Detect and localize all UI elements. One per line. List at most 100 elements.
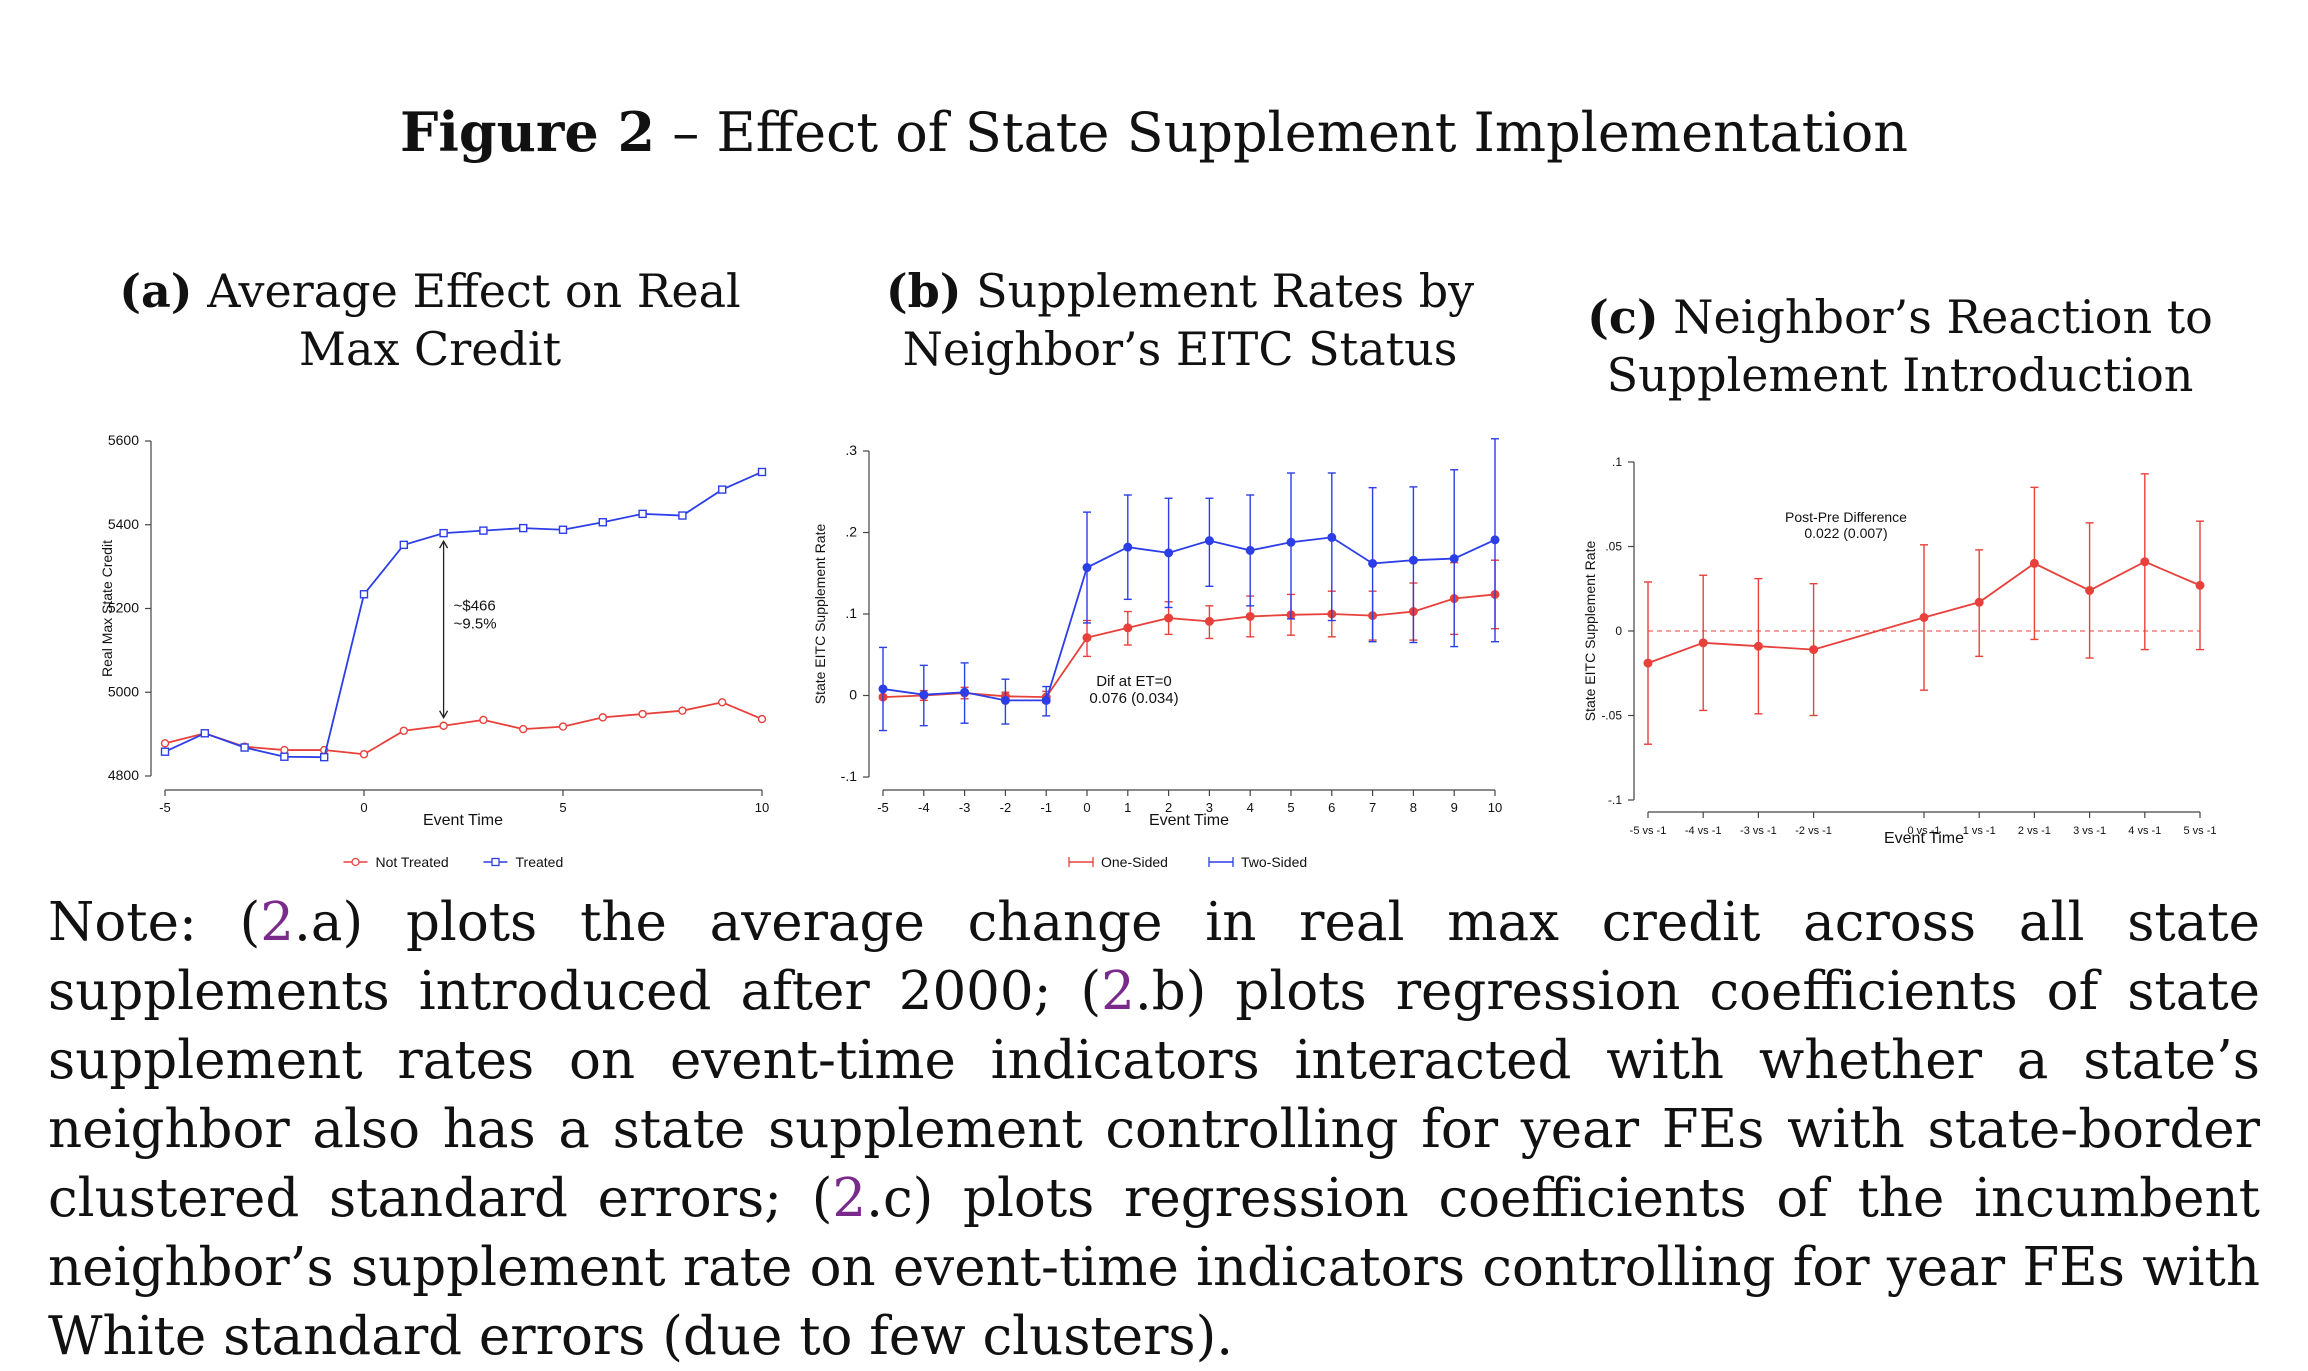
x-tick-label: 5 — [1287, 800, 1294, 815]
data-point — [1919, 612, 1929, 622]
data-point — [160, 747, 170, 756]
data-point — [1809, 645, 1819, 655]
data-point — [280, 752, 289, 761]
annotation-postpre-value: 0.022 (0.007) — [1804, 525, 1887, 541]
figure-title-text: – Effect of State Supplement Implementat… — [655, 101, 1908, 164]
data-point — [1123, 623, 1133, 633]
panel-a-title-text: Average Effect on Real Max Credit — [192, 264, 741, 376]
data-point — [399, 540, 408, 550]
data-point — [1286, 537, 1296, 547]
figure-title: Figure 2 – Effect of State Supplement Im… — [0, 100, 2308, 164]
data-point — [1245, 545, 1255, 555]
x-tick-label: 0 — [1083, 800, 1090, 815]
x-tick-label: 1 vs -1 — [1963, 825, 1996, 837]
y-axis-label: Real Max State Credit — [99, 540, 115, 677]
x-tick-label: 4 vs -1 — [2128, 825, 2161, 837]
legend-label: Two-Sided — [1241, 854, 1307, 870]
data-point — [718, 485, 727, 494]
data-point — [678, 706, 687, 715]
y-tick-label: .1 — [1612, 455, 1622, 469]
data-point — [718, 698, 727, 707]
y-tick-label: 4800 — [108, 767, 139, 783]
series-line-two-sided — [882, 536, 1496, 702]
y-tick-label: 0 — [1615, 624, 1622, 638]
series-line-treated — [164, 471, 763, 759]
x-tick-label: -3 — [959, 800, 971, 815]
series-line-not-treated — [164, 701, 763, 756]
x-tick-label: -2 — [1000, 800, 1012, 815]
note-text-c: .c) plots regression coefficients of the… — [48, 1168, 2260, 1367]
x-tick-label: -5 — [877, 800, 889, 815]
series-line-estimate — [1647, 560, 2201, 664]
x-tick-label: 0 — [360, 800, 367, 815]
x-tick-label: 5 — [559, 800, 566, 815]
panel-c-title: (c) Neighbor’s Reaction to Supplement In… — [1580, 288, 2220, 404]
data-point — [1245, 611, 1255, 621]
figure-note: Note: (2.a) plots the average change in … — [48, 888, 2260, 1371]
x-axis-label: Event Time — [1884, 830, 1964, 847]
data-point — [439, 721, 448, 730]
data-point — [1123, 542, 1133, 552]
y-tick-label: .05 — [1605, 540, 1622, 554]
data-point — [638, 709, 647, 719]
legend-marker — [491, 857, 500, 867]
data-point — [1082, 563, 1092, 573]
y-tick-label: 5600 — [108, 432, 139, 448]
data-point — [598, 713, 607, 722]
y-tick-label: 5200 — [108, 600, 139, 616]
data-point — [479, 526, 488, 535]
data-point — [1753, 641, 1763, 651]
data-point — [757, 467, 767, 477]
panel-b-title-text: Supplement Rates by Neighbor’s EITC Stat… — [902, 264, 1475, 376]
annotation-postpre-label: Post-Pre Difference — [1785, 509, 1907, 525]
note-ref-b[interactable]: 2 — [1101, 961, 1135, 1022]
x-tick-label: 2 vs -1 — [2018, 825, 2051, 837]
note-ref-a[interactable]: 2 — [260, 892, 295, 953]
panel-a-title: (a) Average Effect on Real Max Credit — [80, 262, 780, 378]
panel-a-tag: (a) — [119, 264, 193, 318]
x-tick-label: -5 — [159, 800, 171, 815]
y-axis-label: State EITC Supplement Rate — [1582, 541, 1598, 722]
data-point — [558, 525, 568, 534]
x-tick-label: -2 vs -1 — [1795, 825, 1832, 837]
x-tick-label: 6 — [1328, 800, 1335, 815]
data-point — [439, 528, 448, 538]
data-point — [2195, 580, 2205, 590]
x-tick-label: -3 vs -1 — [1740, 825, 1777, 837]
x-tick-label: 0 vs -1 — [1907, 825, 1940, 837]
x-tick-label: 2 — [1165, 800, 1172, 815]
arrow-head-down — [439, 710, 449, 720]
note-text-a: .a) plots the average change in real max… — [48, 892, 2260, 1022]
data-point — [558, 722, 568, 731]
x-tick-label: 5 vs -1 — [2183, 825, 2216, 837]
data-point — [240, 743, 249, 752]
y-tick-label: -.05 — [1601, 709, 1622, 723]
data-point — [2140, 557, 2150, 567]
panel-b-title: (b) Supplement Rates by Neighbor’s EITC … — [860, 262, 1500, 378]
y-axis-label: State EITC Supplement Rate — [812, 524, 828, 705]
y-tick-label: .3 — [845, 442, 857, 458]
note-text-b: .b) plots regression coefficients of sta… — [48, 961, 2260, 1229]
x-tick-label: 10 — [755, 800, 769, 815]
x-tick-label: 3 vs -1 — [2073, 825, 2106, 837]
annotation-dif-label: Dif at ET=0 — [1096, 673, 1171, 690]
data-point — [1204, 616, 1214, 626]
note-ref-c[interactable]: 2 — [832, 1168, 867, 1229]
annotation-dollar: ~$466 — [454, 598, 496, 615]
data-point — [519, 523, 528, 533]
x-tick-label: 10 — [1488, 800, 1502, 815]
y-tick-label: 0 — [849, 687, 857, 703]
data-point — [2029, 558, 2039, 568]
legend-label: Treated — [516, 854, 564, 870]
data-point — [1082, 633, 1092, 643]
data-point — [1974, 597, 1984, 607]
y-tick-label: -.1 — [1608, 793, 1622, 807]
data-point — [1698, 638, 1708, 648]
x-axis-label: Event Time — [423, 812, 503, 829]
annotation-percent: ~9.5% — [454, 616, 497, 633]
data-point — [1449, 554, 1459, 564]
x-tick-label: -4 — [918, 800, 930, 815]
x-tick-label: 7 — [1369, 800, 1376, 815]
data-point — [1164, 548, 1174, 558]
x-tick-label: -4 vs -1 — [1685, 825, 1722, 837]
